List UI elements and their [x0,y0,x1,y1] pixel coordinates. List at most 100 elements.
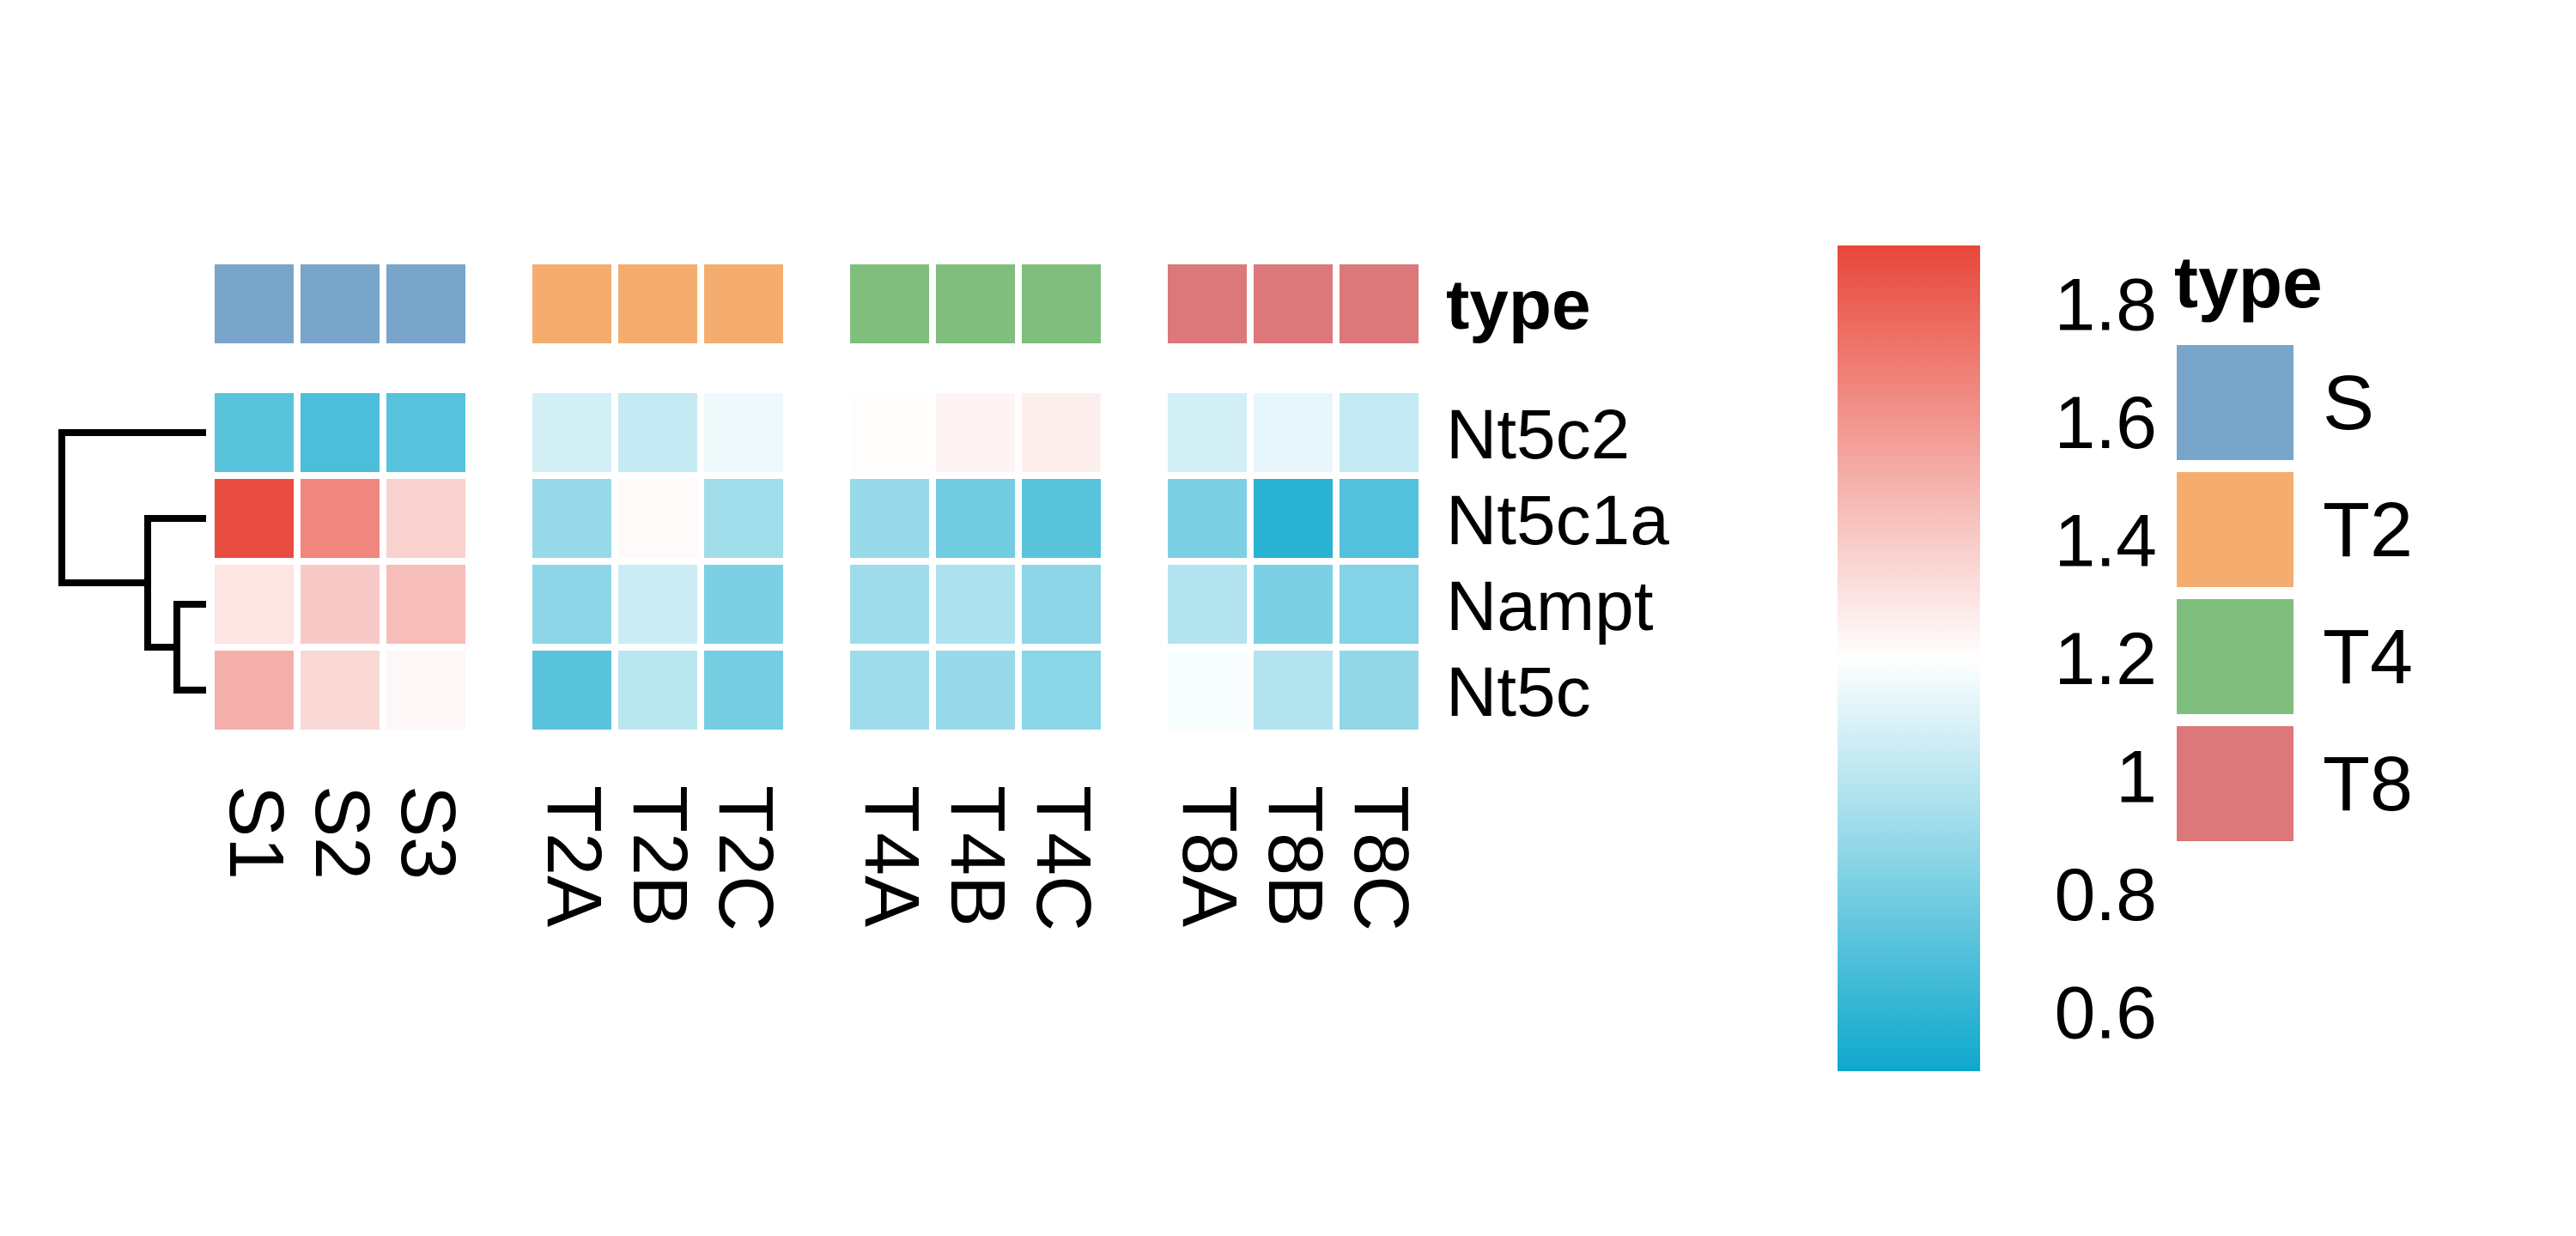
heatmap-cell [936,393,1015,472]
column-label: T4A [848,785,934,927]
heatmap-cell [215,651,294,730]
heatmap-cell [1168,651,1247,730]
annotation-cell [1022,264,1101,343]
row-dendrogram [58,429,206,694]
row-label: Nt5c [1446,653,1591,731]
heatmap-cell [1254,565,1333,644]
column-label: T8C [1338,785,1424,931]
legend-label: T8 [2323,742,2413,827]
annotation-cell [1340,264,1419,343]
heatmap-cell [386,393,465,472]
heatmap-cell [301,651,380,730]
annotation-cell [386,264,465,343]
row-label: Nt5c2 [1446,396,1630,474]
legend-swatch [2177,345,2293,460]
row-label: Nampt [1446,567,1654,645]
heatmap-cell [1340,651,1419,730]
heatmap-cell [618,565,697,644]
annotation-cell [936,264,1015,343]
heatmap-cell [1022,479,1101,558]
colorbar-ticks: 0.6 0.8 1 1.2 1.4 1.6 1.8 [2054,264,2157,1055]
heatmap-cell [386,479,465,558]
annotation-cell [850,264,929,343]
column-label: T8B [1252,785,1338,927]
heatmap-cell [704,393,783,472]
colorbar [1838,245,1980,1071]
heatmap-cell [618,651,697,730]
column-labels: S1 S2 S3 T2A T2B T2C T4A T4B T4C T8A T8B T8C [213,785,1424,931]
row-label: Nt5c1a [1446,482,1669,560]
heatmap-cell [850,393,929,472]
colorbar-tick-label: 1.2 [2054,618,2157,700]
colorbar-tick-label: 1 [2116,736,2157,818]
heatmap-cell [936,651,1015,730]
legend-label: T2 [2323,488,2413,573]
legend-label: T4 [2323,615,2413,700]
heatmap-cell [386,565,465,644]
column-label: T2A [531,785,617,927]
annotation-cell [215,264,294,343]
annotation-cell [1168,264,1247,343]
heatmap-cell [850,651,929,730]
heatmap-cell [532,651,611,730]
heatmap-cell [1168,393,1247,472]
column-label: S1 [213,785,299,880]
annotation-cell [704,264,783,343]
colorbar-tick-label: 0.8 [2054,854,2157,936]
annotation-title: type [1446,266,1591,344]
heatmap-cell [1022,393,1101,472]
heatmap-cell [618,393,697,472]
column-label: T4B [934,785,1020,927]
column-label: S2 [299,785,385,880]
heatmap-cell [704,479,783,558]
annotation-cell [532,264,611,343]
dendrogram-branch [58,429,206,586]
heatmap-cell [618,479,697,558]
annotation-cell [1254,264,1333,343]
colorbar-tick-label: 1.8 [2054,264,2157,347]
heatmap-cell [850,479,929,558]
heatmap-cell [850,565,929,644]
legend-swatch [2177,599,2293,714]
heatmap-cell [215,393,294,472]
column-label: T8A [1166,785,1252,927]
legend-swatch [2177,726,2293,841]
heatmap-cell [1022,565,1101,644]
heatmap-cell [215,565,294,644]
legend-label: S [2323,360,2374,446]
legend: S T2 T4 T8 [2177,345,2413,841]
heatmap-cell [301,565,380,644]
heatmap-cell [215,479,294,558]
colorbar-tick-label: 0.6 [2054,972,2157,1054]
heatmap-cell [301,479,380,558]
heatmap-cell [386,651,465,730]
heatmap-cell [1254,393,1333,472]
colorbar-tick-label: 1.6 [2054,382,2157,464]
heatmap-cell [532,393,611,472]
annotation-cell [618,264,697,343]
heatmap-cell [1340,565,1419,644]
heatmap-cell [1340,479,1419,558]
heatmap-cell [532,479,611,558]
heatmap-cell [1254,651,1333,730]
heatmap-cell [704,651,783,730]
heatmap-cell [936,479,1015,558]
column-label: T2B [617,785,702,927]
legend-swatch [2177,472,2293,587]
column-label: T2C [702,785,788,931]
heatmap-cell [704,565,783,644]
heatmap-cell [532,565,611,644]
heatmap-cell [936,565,1015,644]
colorbar-tick-label: 1.4 [2054,500,2157,583]
legend-title: type [2174,242,2323,323]
column-label: T4C [1020,785,1106,931]
dendrogram-branch [173,601,206,694]
heatmap-cell [1340,393,1419,472]
heatmap-cells [215,393,1419,730]
heatmap-cell [1254,479,1333,558]
annotation-track [215,264,1419,343]
heatmap-cell [301,393,380,472]
heatmap-cell [1022,651,1101,730]
